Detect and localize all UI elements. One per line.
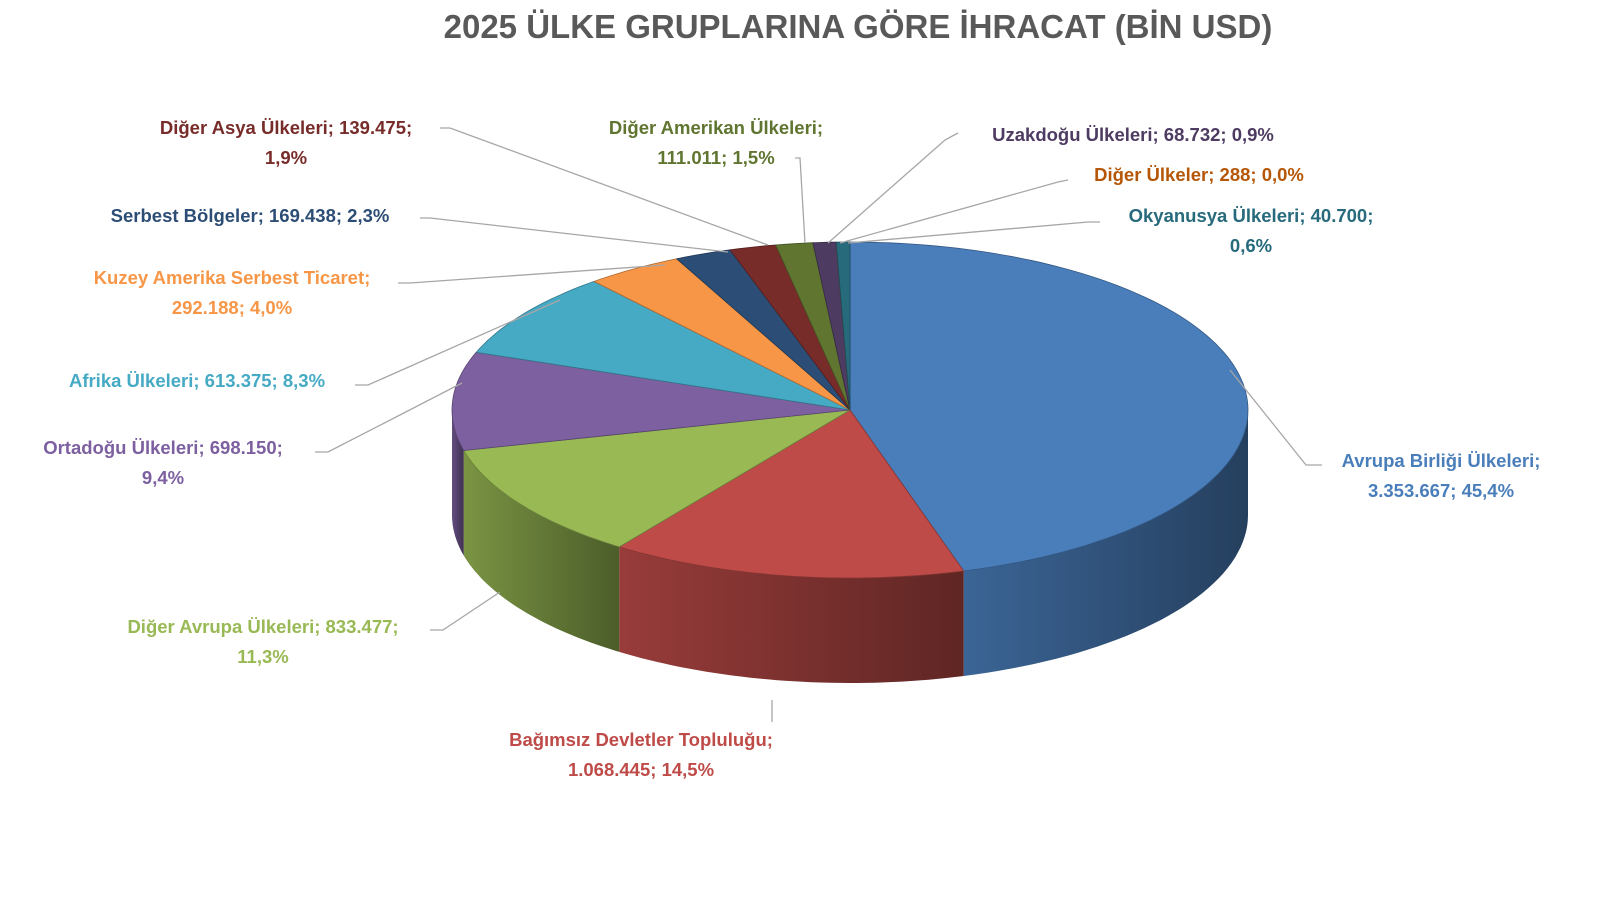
leader-line (847, 221, 1100, 244)
leader-line (827, 132, 959, 244)
data-label-line1: Diğer Ülkeler; 288; 0,0% (1094, 164, 1304, 185)
data-label: Diğer Amerikan Ülkeleri; 111.011; 1,5% (609, 113, 823, 173)
data-label: Diğer Ülkeler; 288; 0,0% (1094, 160, 1304, 190)
leader-line (430, 591, 501, 631)
leader-line (839, 179, 1069, 244)
data-label-line1: Kuzey Amerika Serbest Ticaret; (93, 267, 371, 288)
leader-line (355, 299, 561, 386)
data-label-line2: 111.011; 1,5% (657, 147, 775, 168)
data-label: Kuzey Amerika Serbest Ticaret; 292.188; 4… (94, 263, 371, 323)
data-label: Diğer Avrupa Ülkeleri; 833.477; 11,3% (127, 612, 398, 672)
pie-slice-ba-ms-z-devletler-toplulu-u[interactable] (618, 409, 965, 579)
leader-line (795, 157, 806, 244)
pie-slice-avrupa-birli-i-lkeleri[interactable] (849, 241, 1249, 572)
data-label-line2: 11,3% (237, 646, 289, 667)
data-label-line1: Bağımsız Devletler Topluluğu; (509, 729, 773, 750)
data-label: Ortadoğu Ülkeleri; 698.150; 9,4% (43, 433, 283, 493)
data-label-line2: 292.188; 4,0% (171, 297, 293, 318)
data-label-line1: Diğer Asya Ülkeleri; 139.475; (159, 117, 413, 138)
data-label-line1: Okyanusya Ülkeleri; 40.700; (1128, 205, 1374, 226)
data-label-line2: 3.353.667; 45,4% (1367, 480, 1515, 501)
data-label-line1: Diğer Avrupa Ülkeleri; 833.477; (127, 616, 399, 637)
data-label: Avrupa Birliği Ülkeleri; 3.353.667; 45,4% (1342, 446, 1541, 506)
pie-slice-serbest-b-lgeler[interactable] (675, 249, 851, 411)
data-label-line1: Uzakdoğu Ülkeleri; 68.732; 0,9% (992, 124, 1274, 145)
data-label-line1: Serbest Bölgeler; 169.438; 2,3% (110, 205, 390, 226)
data-label-line2: 1,9% (264, 147, 308, 168)
data-label-line2: 9,4% (141, 467, 185, 488)
pie-slice-ortado-u-lkeleri[interactable] (451, 351, 851, 451)
data-label: Bağımsız Devletler Topluluğu; 1.068.445; … (509, 725, 773, 785)
data-label-line1: Ortadoğu Ülkeleri; 698.150; (43, 437, 283, 458)
pie-slice-afrika-lkeleri[interactable] (475, 280, 851, 411)
data-label: Uzakdoğu Ülkeleri; 68.732; 0,9% (992, 120, 1274, 150)
data-label: Serbest Bölgeler; 169.438; 2,3% (111, 201, 390, 231)
data-label-line2: 0,6% (1229, 235, 1273, 256)
pie-slice-kuzey-amerika-serbest-ticaret[interactable] (592, 258, 851, 411)
data-label: Diğer Asya Ülkeleri; 139.475; 1,9% (160, 113, 412, 173)
pie-slice-side (463, 450, 620, 652)
chart-title: 2025 ÜLKE GRUPLARINA GÖRE İHRACAT (BİN U… (443, 8, 1273, 45)
leader-line (420, 217, 729, 253)
data-label: Afrika Ülkeleri; 613.375; 8,3% (69, 366, 325, 396)
leader-line (440, 127, 769, 246)
pie-slice-side (963, 410, 1248, 676)
pie-slice-di-er-asya-lkeleri[interactable] (729, 244, 851, 411)
leader-line (398, 264, 666, 284)
leader-line (1229, 369, 1322, 466)
pie-slice-di-er-avrupa-lkeleri[interactable] (463, 409, 851, 548)
data-label-line1: Avrupa Birliği Ülkeleri; (1341, 450, 1541, 471)
pie-slice-side (452, 410, 464, 556)
data-label-line1: Diğer Amerikan Ülkeleri; (608, 117, 824, 138)
data-label-line1: Afrika Ülkeleri; 613.375; 8,3% (68, 370, 326, 391)
pie-slice-side (619, 546, 964, 683)
data-label: Okyanusya Ülkeleri; 40.700; 0,6% (1129, 201, 1374, 261)
leader-line (315, 382, 463, 453)
data-label-line2: 1.068.445; 14,5% (567, 759, 715, 780)
